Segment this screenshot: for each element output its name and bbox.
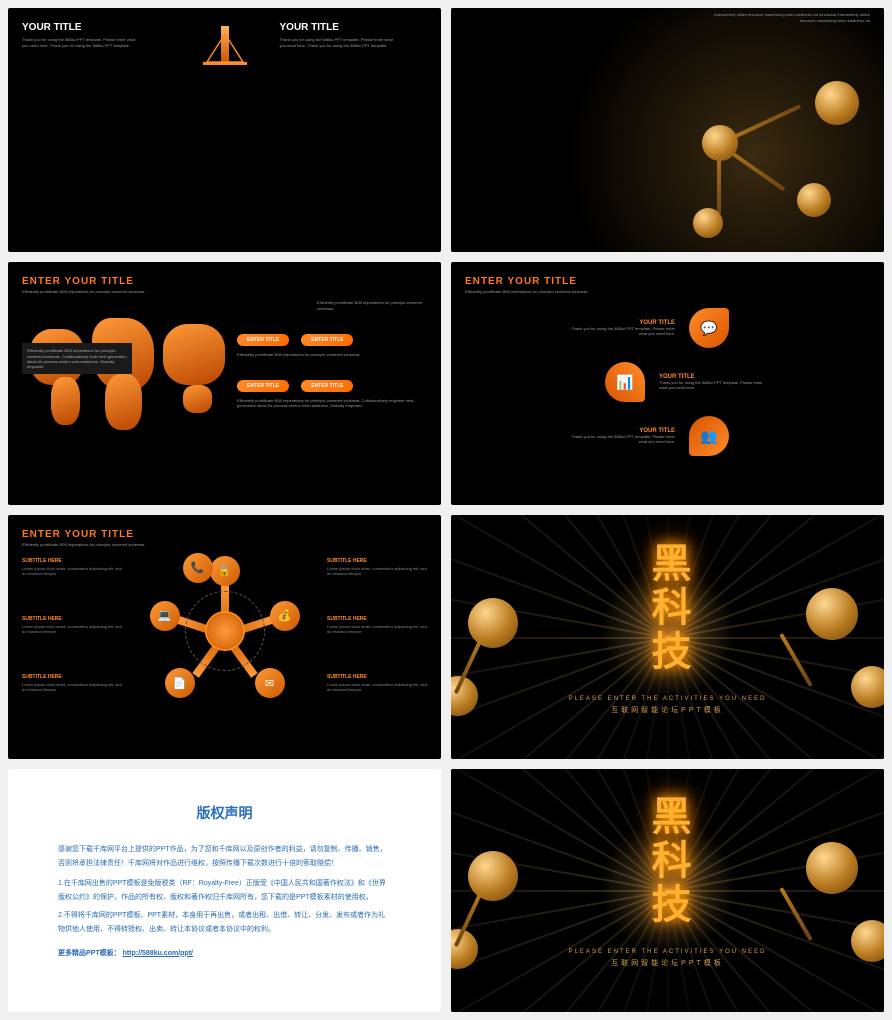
cn-en-line-2: PLEASE ENTER THE ACTIVITIES YOU NEED xyxy=(569,949,767,955)
cn-title-2: 黑科技 xyxy=(639,795,697,927)
s4-title: ENTER YOUR TITLE xyxy=(465,276,870,287)
s3-mid: Efficiently pontificate B2B imperatives … xyxy=(237,352,397,358)
slide-grid: YOUR TITLE Thank you for using the 588ku… xyxy=(8,8,884,1012)
s5-sb-3: Lorem ipsum dolor amet, consectetur adip… xyxy=(22,682,122,692)
ppt-link[interactable]: http://588ku.com/ppt/ xyxy=(123,950,193,957)
world-map: Efficiently pontificate B2B imperatives … xyxy=(22,304,229,444)
s3-right: Efficiently pontificate B2B imperatives … xyxy=(237,304,427,444)
s4-b3: Thank you for using the 588ku PPT templa… xyxy=(565,434,675,445)
cn-sub-1: PLEASE ENTER THE ACTIVITIES YOU NEED 互联网… xyxy=(569,696,767,715)
s5-st-5: SUBTITLE HERE xyxy=(327,616,427,622)
cn-cn-line-1: 互联网智能论坛PPT模板 xyxy=(569,705,767,715)
molecule-bg xyxy=(451,8,884,252)
s5-st-1: SUBTITLE HERE xyxy=(22,558,122,564)
s5-sub: Efficiently pontificate B2B imperatives … xyxy=(22,542,427,548)
s5-st-4: SUBTITLE HERE xyxy=(327,558,427,564)
mol-right-1b xyxy=(806,842,858,894)
pill-2[interactable]: ENTER TITLE xyxy=(301,334,353,346)
s3-bottom: Efficiently pontificate B2B imperatives … xyxy=(237,398,427,409)
slide-5: ENTER YOUR TITLE Efficiently pontificate… xyxy=(8,515,441,759)
pill-3[interactable]: ENTER TITLE xyxy=(237,380,289,392)
s3-sub: Efficiently pontificate B2B imperatives … xyxy=(22,289,427,295)
more-label: 更多精品PPT模板： xyxy=(58,950,121,957)
s3-box: Efficiently pontificate B2B imperatives … xyxy=(22,343,132,374)
money-icon: 💰 xyxy=(270,601,300,631)
copyright-p2: 1.在千库网出售的PPT模板是免版税类（RF：Royalty-Free）正版受《… xyxy=(58,877,391,905)
chat-icon: 💬 xyxy=(689,308,729,348)
cn-sub-2: PLEASE ENTER THE ACTIVITIES YOU NEED 互联网… xyxy=(569,949,767,968)
s3-title: ENTER YOUR TITLE xyxy=(22,276,427,287)
s1-right-title: YOUR TITLE xyxy=(280,22,428,33)
s4-item-1: YOUR TITLE Thank you for using the 588ku… xyxy=(565,308,870,348)
chart-icon: 📊 xyxy=(605,362,645,402)
s5-st-2: SUBTITLE HERE xyxy=(22,616,122,622)
s4-b1: Thank you for using the 588ku PPT templa… xyxy=(565,326,675,337)
s5-sb-4: Lorem ipsum dolor amet, consectetur adip… xyxy=(327,566,427,576)
s1-right-body: Thank you for using the 588ku PPT templa… xyxy=(280,37,400,48)
slide-7: 版权声明 感谢您下载千库网平台上提供的PPT作品，为了您和千库网以及原创作者的利… xyxy=(8,769,441,1013)
lock-icon: 🔒 xyxy=(210,556,240,586)
people-icon: 👥 xyxy=(689,416,729,456)
s5-sb-6: Lorem ipsum dolor amet, consectetur adip… xyxy=(327,682,427,692)
mail-icon: ✉ xyxy=(255,668,285,698)
cn-cn-line-2: 互联网智能论坛PPT模板 xyxy=(569,958,767,968)
s1-left-body: Thank you for using the 588ku PPT templa… xyxy=(22,37,142,48)
s1-left-title: YOUR TITLE xyxy=(22,22,170,33)
s1-left-col: YOUR TITLE Thank you for using the 588ku… xyxy=(22,22,170,238)
s2-body: Interactively utilize resource maximizin… xyxy=(710,12,870,23)
hub-diagram: 🔒 💰 ✉ 📄 💻 📞 xyxy=(150,556,300,706)
slide-6: 黑科技 PLEASE ENTER THE ACTIVITIES YOU NEED… xyxy=(451,515,884,759)
pill-4[interactable]: ENTER TITLE xyxy=(301,380,353,392)
copyright-p3: 2.不得将千库网的PPT模板、PPT素材，本身用于再出售，或者出租、出借、转让、… xyxy=(58,909,391,937)
s5-sb-2: Lorem ipsum dolor amet, consectetur adip… xyxy=(22,624,122,634)
cn-en-line-1: PLEASE ENTER THE ACTIVITIES YOU NEED xyxy=(569,696,767,702)
building-icon xyxy=(195,22,255,72)
slide-4: ENTER YOUR TITLE Efficiently pontificate… xyxy=(451,262,884,506)
slide-8: 黑科技 PLEASE ENTER THE ACTIVITIES YOU NEED… xyxy=(451,769,884,1013)
slide-2: Interactively utilize resource maximizin… xyxy=(451,8,884,252)
s3-right-text: Efficiently pontificate B2B imperatives … xyxy=(317,300,427,311)
pill-1[interactable]: ENTER TITLE xyxy=(237,334,289,346)
s5-title: ENTER YOUR TITLE xyxy=(22,529,427,540)
s5-st-3: SUBTITLE HERE xyxy=(22,674,122,680)
monitor-icon: 💻 xyxy=(150,601,180,631)
copyright-title: 版权声明 xyxy=(58,799,391,827)
mol-left-1 xyxy=(468,598,518,648)
s4-item-3: YOUR TITLE Thank you for using the 588ku… xyxy=(565,416,870,456)
s1-center-icon-wrap xyxy=(190,22,260,238)
phone-icon: 📞 xyxy=(183,553,213,583)
cn-title-1: 黑科技 xyxy=(639,542,697,674)
slide-1: YOUR TITLE Thank you for using the 588ku… xyxy=(8,8,441,252)
doc-icon: 📄 xyxy=(165,668,195,698)
s1-right-col: YOUR TITLE Thank you for using the 588ku… xyxy=(280,22,428,238)
s5-st-6: SUBTITLE HERE xyxy=(327,674,427,680)
s5-sb-5: Lorem ipsum dolor amet, consectetur adip… xyxy=(327,624,427,634)
s5-sb-1: Lorem ipsum dolor amet, consectetur adip… xyxy=(22,566,122,576)
slide-3: ENTER YOUR TITLE Efficiently pontificate… xyxy=(8,262,441,506)
mol-right-1 xyxy=(806,588,858,640)
copyright-p1: 感谢您下载千库网平台上提供的PPT作品，为了您和千库网以及原创作者的利益，请勿复… xyxy=(58,843,391,871)
s4-item-2: 📊 YOUR TITLE Thank you for using the 588… xyxy=(605,362,870,402)
s4-b2: Thank you for using the 588ku PPT templa… xyxy=(659,380,769,391)
s4-sub: Efficiently pontificate B2B imperatives … xyxy=(465,289,870,295)
